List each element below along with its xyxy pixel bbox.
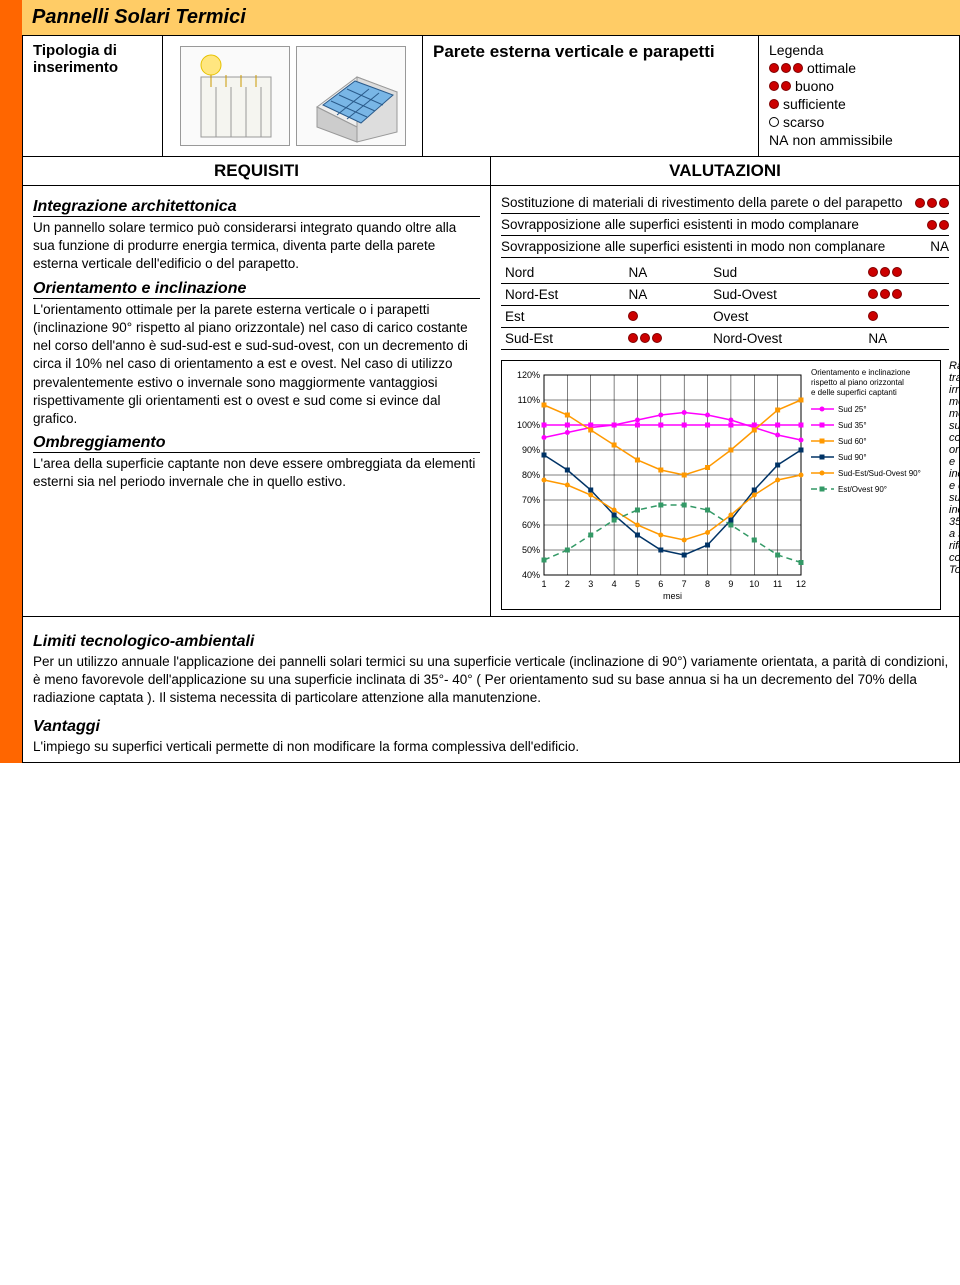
orientamento-text: L'orientamento ottimale per la parete es… [33,301,480,429]
col-left-header: REQUISITI [23,157,491,185]
svg-text:Sud 25°: Sud 25° [838,405,867,414]
table-row: EstOvest [501,306,949,328]
ombreggiamento-title: Ombreggiamento [33,434,480,453]
svg-text:5: 5 [635,579,640,589]
limiti-text: Per un utilizzo annuale l'applicazione d… [33,653,949,708]
orientamento-title: Orientamento e inclinazione [33,280,480,299]
legend-row: scarso [769,114,949,130]
legend-row: sufficiente [769,96,949,112]
svg-text:Sud 35°: Sud 35° [838,421,867,430]
svg-text:60%: 60% [522,520,540,530]
svg-text:1: 1 [541,579,546,589]
svg-text:80%: 80% [522,470,540,480]
column-headers: REQUISITI VALUTAZIONI [22,157,960,186]
legend-row: buono [769,78,949,94]
svg-text:mesi: mesi [663,591,682,601]
svg-text:Sud-Est/Sud-Ovest 90°: Sud-Est/Sud-Ovest 90° [838,469,921,478]
table-row: NordNASud [501,262,949,284]
svg-text:3: 3 [588,579,593,589]
bottom-sections: Limiti tecnologico-ambientali Per un uti… [22,617,960,763]
svg-text:50%: 50% [522,545,540,555]
vantaggi-text: L'impiego su superfici verticali permett… [33,738,949,756]
vantaggi-title: Vantaggi [33,718,949,736]
irradiation-chart: 40%50%60%70%80%90%100%110%120%1234567891… [501,360,941,610]
svg-text:9: 9 [728,579,733,589]
parete-label: Parete esterna verticale e parapetti [423,36,759,156]
legend-row: ottimale [769,60,949,76]
legend-row: NAnon ammissibile [769,132,949,148]
svg-text:90%: 90% [522,445,540,455]
svg-text:11: 11 [773,579,782,589]
svg-text:4: 4 [612,579,617,589]
svg-text:Sud 60°: Sud 60° [838,437,867,446]
svg-text:12: 12 [796,579,806,589]
svg-text:Orientamento e inclinazione: Orientamento e inclinazione [811,368,911,377]
tipologia-label: Tipologia di inserimento [23,36,163,156]
svg-text:10: 10 [749,579,759,589]
svg-text:110%: 110% [518,395,540,405]
svg-text:6: 6 [658,579,663,589]
valutazione-row: Sostituzione di materiali di rivestiment… [501,192,949,214]
ombreggiamento-text: L'area della superficie captante non dev… [33,455,480,491]
integrazione-title: Integrazione architettonica [33,198,480,217]
table-row: Sud-EstNord-OvestNA [501,328,949,350]
svg-text:Sud 90°: Sud 90° [838,453,867,462]
table-row: Nord-EstNASud-Ovest [501,284,949,306]
svg-text:70%: 70% [522,495,540,505]
integrazione-text: Un pannello solare termico può considera… [33,219,480,274]
legend-title: Legenda [769,42,949,58]
page-title: Pannelli Solari Termici [22,0,960,35]
chart-caption: Rapporto tra la irradiazione media mensi… [949,360,960,610]
orientation-table: NordNASudNord-EstNASud-OvestEstOvestSud-… [501,262,949,350]
valutazioni-column: Sostituzione di materiali di rivestiment… [491,186,959,616]
svg-text:8: 8 [705,579,710,589]
legend-box: Legenda ottimale buono sufficiente scarso NA… [759,36,959,156]
requisiti-column: Integrazione architettonica Un pannello … [23,186,491,616]
header-images [163,36,423,156]
limiti-title: Limiti tecnologico-ambientali [33,633,949,651]
svg-text:e delle superfici captanti: e delle superfici captanti [811,388,897,397]
svg-text:2: 2 [565,579,570,589]
svg-text:7: 7 [682,579,687,589]
building-illustration-2 [296,46,406,146]
building-illustration-1 [180,46,290,146]
svg-text:40%: 40% [522,570,540,580]
valutazione-row: Sovrapposizione alle superfici esistenti… [501,214,949,236]
col-right-header: VALUTAZIONI [491,157,959,185]
svg-text:120%: 120% [517,370,540,380]
valutazione-row: Sovrapposizione alle superfici esistenti… [501,236,949,258]
svg-text:rispetto al piano orizzontal: rispetto al piano orizzontal [811,378,904,387]
svg-text:Est/Ovest 90°: Est/Ovest 90° [838,485,887,494]
svg-text:100%: 100% [517,420,540,430]
header-row: Tipologia di inserimento [22,35,960,157]
